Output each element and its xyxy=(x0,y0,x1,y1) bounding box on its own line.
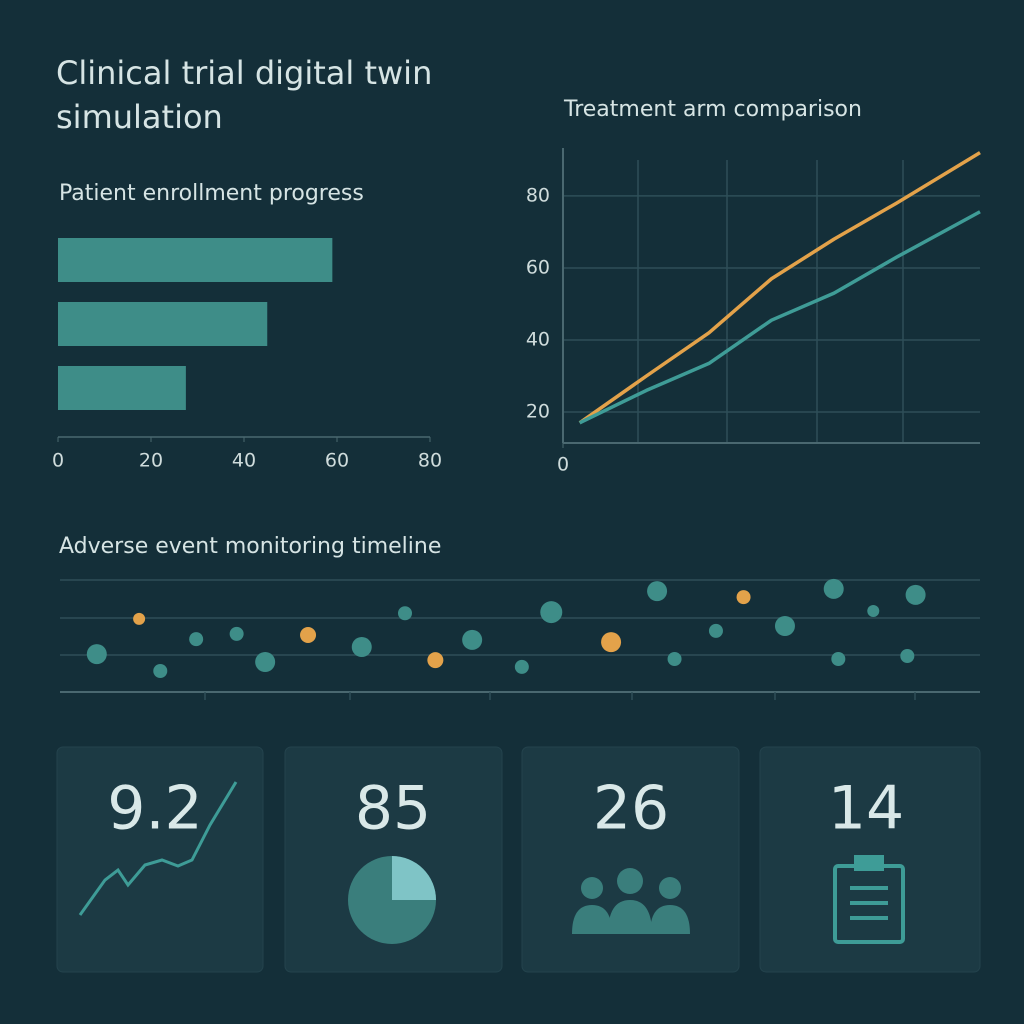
x-tick-label: 20 xyxy=(139,450,163,472)
pie-icon-slice xyxy=(392,856,436,900)
event-point xyxy=(229,626,244,641)
kpi-value: 9.2 xyxy=(107,774,202,844)
event-point xyxy=(831,652,846,666)
x-tick-label: 0 xyxy=(557,454,569,476)
timeline-grid xyxy=(60,579,980,700)
chart-title: Treatment arm comparison xyxy=(563,97,862,122)
y-tick-label: 80 xyxy=(526,184,550,206)
kpi-value: 14 xyxy=(828,774,904,844)
event-point xyxy=(255,652,276,672)
event-point xyxy=(708,623,723,638)
event-point xyxy=(189,632,204,647)
kpi-value: 26 xyxy=(593,774,669,844)
event-point xyxy=(823,578,844,599)
people-icon xyxy=(572,868,690,934)
x-tick-label: 0 xyxy=(52,450,64,472)
y-tick-label: 20 xyxy=(526,401,550,423)
series-line xyxy=(578,151,981,425)
page-title: Clinical trial digital twin simulation xyxy=(56,54,432,136)
bar xyxy=(58,366,186,410)
y-tick-label: 60 xyxy=(526,256,550,278)
kpi-value: 85 xyxy=(355,774,431,844)
event-point xyxy=(540,601,563,624)
event-point xyxy=(153,664,168,678)
event-point xyxy=(736,590,751,605)
bar xyxy=(58,302,268,346)
chart-title: Patient enrollment progress xyxy=(59,181,364,206)
event-point xyxy=(351,637,372,657)
y-tick-label: 40 xyxy=(526,328,550,350)
event-point xyxy=(667,652,682,666)
event-point xyxy=(514,659,529,674)
event-point xyxy=(300,627,317,643)
event-point xyxy=(398,606,412,621)
x-tick-label: 40 xyxy=(232,450,256,472)
page-title-line: Clinical trial digital twin xyxy=(56,54,432,92)
event-point xyxy=(601,632,622,653)
event-point xyxy=(647,581,668,602)
bar xyxy=(58,238,333,282)
page-title-line: simulation xyxy=(56,98,223,136)
clipboard-icon xyxy=(833,855,905,944)
event-point xyxy=(867,605,880,617)
event-point xyxy=(900,649,915,663)
sparkline-icon xyxy=(78,781,238,916)
event-point xyxy=(133,612,146,625)
event-point xyxy=(462,629,483,650)
x-tick-label: 80 xyxy=(418,450,442,472)
event-point xyxy=(86,644,107,665)
series-line xyxy=(578,210,981,425)
x-tick-label: 60 xyxy=(325,450,349,472)
event-point xyxy=(905,584,926,605)
event-point xyxy=(774,616,795,636)
event-point xyxy=(427,652,444,669)
chart-title: Adverse event monitoring timeline xyxy=(59,534,441,559)
